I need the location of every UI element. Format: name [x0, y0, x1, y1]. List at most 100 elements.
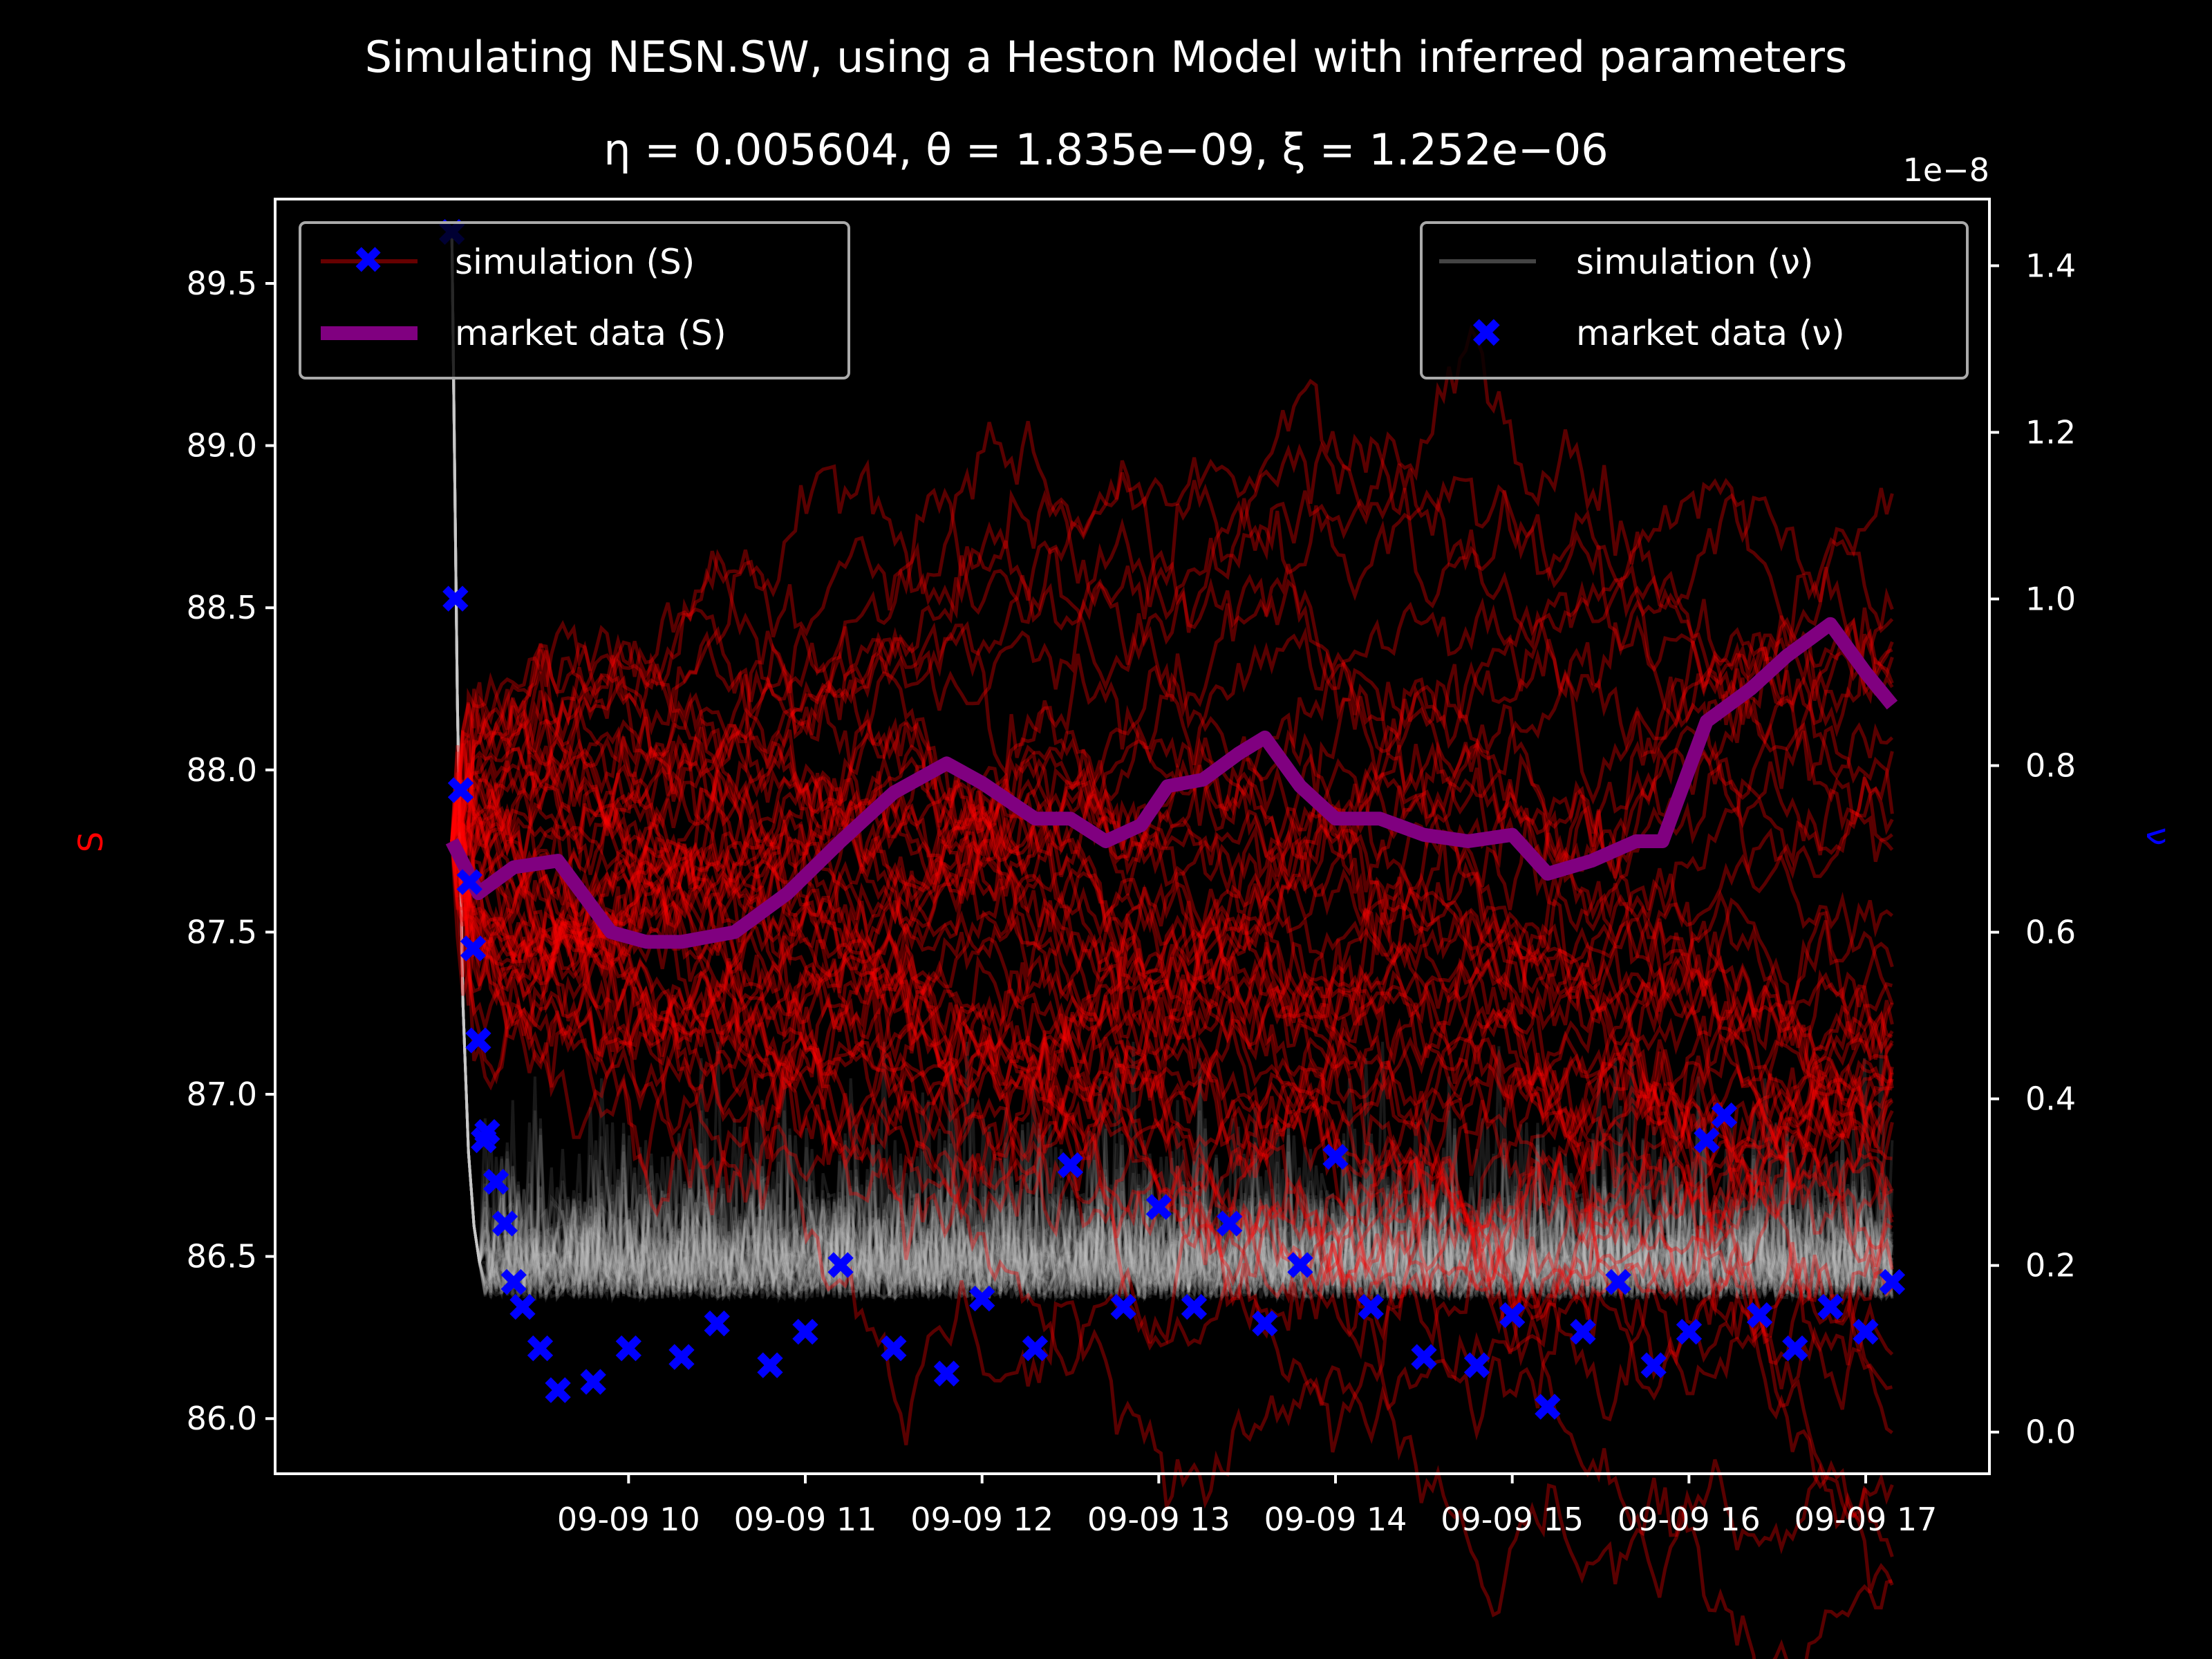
market-data-nu-point: ✖ — [506, 1286, 538, 1331]
simulation-nu-path — [450, 232, 1894, 1301]
x-axis-tick-label: 09-09 13 — [1087, 1501, 1230, 1538]
market-data-nu-point: ✖ — [1690, 1119, 1723, 1164]
simulation-nu-path — [450, 232, 1894, 1302]
market-data-nu-point: ✖ — [1407, 1335, 1440, 1380]
axes: 86.0 86.5 87.0 87.5 88.0 88.5 89.0 89.5 0.0 0.2 0.… — [187, 198, 2076, 1538]
legend-left: ✖ simulation (S) market data (S) — [299, 221, 850, 379]
right-axis-tick-label: 0.6 — [2025, 914, 2076, 951]
legend-right: simulation (ν) ✖ market data (ν) — [1420, 221, 1969, 379]
simulation-nu-path — [450, 232, 1894, 1302]
simulation-s-path — [450, 682, 1894, 1513]
simulation-nu-path — [450, 232, 1893, 1303]
simulation-s-path — [450, 825, 1894, 1170]
simulation-nu-path — [450, 232, 1894, 1302]
simulation-s-path — [450, 841, 1894, 1356]
simulation-nu-path — [450, 232, 1894, 1302]
simulation-s-path — [450, 841, 1893, 1659]
simulation-nu-path — [450, 232, 1894, 1302]
left-axis-tick-label: 88.0 — [187, 751, 257, 789]
market-data-nu-point: ✖ — [1743, 1294, 1776, 1339]
simulation-nu-path — [450, 232, 1894, 1300]
market-data-nu-point: ✖ — [753, 1344, 786, 1389]
market-data-s-line — [445, 617, 1898, 949]
simulation-nu-path — [450, 232, 1894, 1302]
simulation-nu-path — [450, 232, 1894, 1301]
simulation-s-path — [451, 782, 1893, 1335]
market-data-nu-point: ✖ — [1178, 1286, 1210, 1331]
simulation-nu-path — [450, 232, 1894, 1302]
right-axis-tick-label: 0.8 — [2025, 747, 2076, 785]
right-axis-label: ν — [2139, 827, 2177, 846]
simulation-nu-path — [450, 232, 1893, 1303]
market-data-nu-point: ✖ — [666, 1335, 698, 1380]
x-axis-tick-label: 09-09 15 — [1441, 1501, 1584, 1538]
legend-left-frame — [299, 221, 850, 379]
left-axis-label: S — [72, 832, 111, 852]
market-data-nu-point: ✖ — [1284, 1244, 1316, 1289]
simulation-s-path — [450, 767, 1894, 1106]
market-data-nu-point: ✖ — [1213, 1202, 1246, 1247]
simulation-s-path — [450, 828, 1894, 1453]
right-axis-scale-label: 1e−8 — [1903, 151, 1989, 189]
x-axis-tick-label: 09-09 17 — [1794, 1501, 1938, 1538]
market-data-nu-point: ✖ — [612, 1327, 645, 1372]
simulation-nu-path — [450, 232, 1894, 1303]
market-data-nu-point: ✖ — [471, 1111, 503, 1156]
market-data-nu-point: ✖ — [1673, 1311, 1705, 1356]
right-axis-tick-label: 0.0 — [2025, 1414, 2076, 1451]
legend-right-frame — [1420, 221, 1969, 379]
simulation-s-path — [450, 786, 1894, 1275]
chart-subtitle: η = 0.005604, θ = 1.835e−09, ξ = 1.252e−… — [603, 124, 1609, 175]
simulation-nu-path — [450, 232, 1894, 1302]
market-data-nu-point: ✖ — [1054, 1144, 1087, 1189]
market-data-nu-point: ✖ — [480, 1161, 512, 1206]
plot-area: ✖✖✖✖✖✖✖✖✖✖✖✖✖ ✖✖ ✖✖✖✖✖✖✖✖✖✖✖✖✖✖✖✖✖✖✖ ✖✖✖✖✖✖… — [435, 211, 1909, 1659]
plot-frame — [274, 198, 1991, 1475]
legend-label-simulation-nu: simulation (ν) — [1576, 242, 1813, 282]
simulation-s-path — [450, 378, 1894, 843]
right-axis-tick-label: 0.2 — [2025, 1247, 2076, 1284]
x-axis-tick-label: 09-09 16 — [1618, 1501, 1761, 1538]
market-data-nu-point: ✖ — [1019, 1327, 1051, 1372]
market-data-nu-point: ✖ — [453, 861, 486, 906]
simulation-s-path — [450, 813, 1894, 1268]
market-data-nu-point: ✖ — [1638, 1344, 1670, 1389]
simulation-nu-path — [450, 232, 1894, 1300]
market-data-nu-point: ✖ — [577, 1360, 610, 1405]
market-data-nu-point: ✖ — [1107, 1286, 1140, 1331]
simulation-s-path — [450, 457, 1894, 858]
legend-label-market-nu: market data (ν) — [1576, 313, 1845, 353]
x-axis-tick-label: 09-09 11 — [734, 1501, 877, 1538]
left-axis-tick-label: 89.5 — [187, 265, 257, 302]
simulation-s-path — [450, 630, 1893, 1027]
simulation-nu-path — [450, 232, 1894, 1300]
simulation-s-path — [450, 563, 1894, 871]
market-data-nu-point: ✖ — [1355, 1286, 1387, 1331]
simulation-s-path — [450, 785, 1894, 1029]
simulation-nu-path — [450, 232, 1894, 1303]
market-data-nu-point: ✖ — [467, 1119, 500, 1164]
market-data-nu-point: ✖ — [1567, 1311, 1600, 1356]
simulation-nu-path — [450, 232, 1893, 1302]
simulation-nu-path — [450, 232, 1894, 1304]
market-data-nu-point: ✖ — [1143, 1185, 1175, 1230]
simulation-nu-path — [450, 232, 1894, 1302]
simulation-s-path — [450, 643, 1893, 1197]
simulation-nu-path — [450, 232, 1894, 1301]
simulation-s-path — [450, 747, 1893, 1147]
simulation-nu-path — [450, 232, 1894, 1304]
market-data-nu-point: ✖ — [825, 1244, 857, 1289]
right-axis-tick-label: 0.4 — [2025, 1080, 2076, 1118]
simulation-s-path — [450, 626, 1894, 1076]
simulation-s-path — [451, 836, 1894, 1315]
simulation-s-path — [450, 841, 1893, 1441]
left-axis-tick-label: 89.0 — [187, 427, 257, 465]
market-data-nu-point: ✖ — [877, 1327, 910, 1372]
x-axis-tick-label: 09-09 10 — [557, 1501, 700, 1538]
market-data-nu-point: ✖ — [1496, 1294, 1528, 1339]
legend-label-market-s: market data (S) — [455, 313, 727, 353]
simulation-s-path — [450, 780, 1894, 1040]
simulation-nu-path — [450, 232, 1894, 1303]
simulation-nu-path — [450, 232, 1894, 1304]
right-axis-tick-label: 1.0 — [2025, 581, 2076, 618]
